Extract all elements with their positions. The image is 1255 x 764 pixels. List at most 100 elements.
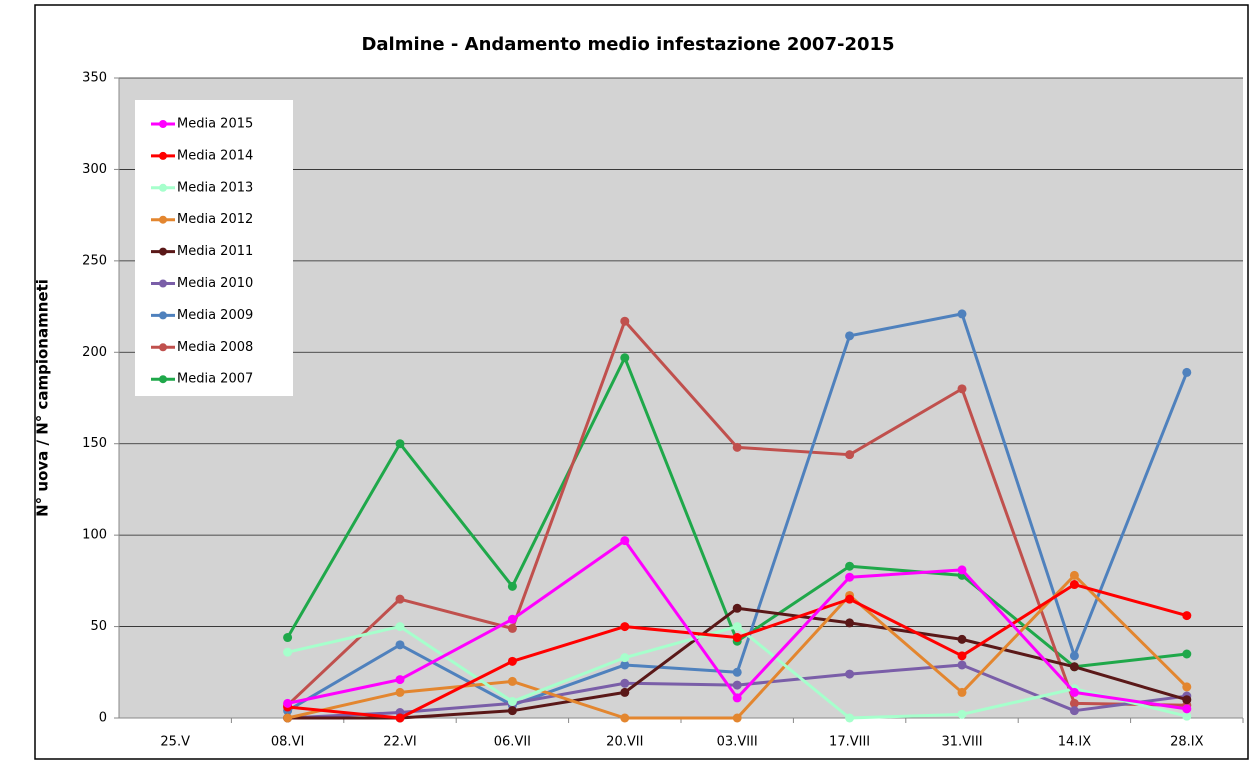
data-point [733,714,742,723]
data-point [1182,368,1191,377]
legend-label: Media 2013 [177,180,253,195]
data-point [845,450,854,459]
legend-marker [159,280,167,288]
data-point [620,536,629,545]
data-point [958,309,967,318]
data-point [733,604,742,613]
y-axis-label: N° uova / N° campionamneti [34,279,52,517]
data-point [396,714,405,723]
data-point [958,688,967,697]
data-point [283,633,292,642]
data-point [508,657,517,666]
x-tick-label: 25.V [160,735,190,750]
data-point [958,635,967,644]
legend-marker [159,184,167,192]
legend-marker [159,343,167,351]
data-point [620,317,629,326]
data-point [1070,688,1079,697]
data-point [283,648,292,657]
data-point [508,697,517,706]
data-point [396,439,405,448]
data-point [396,675,405,684]
data-point [733,668,742,677]
legend-label: Media 2008 [177,340,253,355]
y-tick-label: 200 [82,345,107,360]
legend-label: Media 2009 [177,308,253,323]
legend-label: Media 2015 [177,117,253,132]
data-point [508,582,517,591]
legend-marker [159,375,167,383]
y-tick-label: 350 [82,71,107,86]
legend-marker [159,311,167,319]
data-point [396,595,405,604]
data-point [508,624,517,633]
y-tick-label: 100 [82,528,107,543]
legend-marker [159,248,167,256]
legend-marker [159,120,167,128]
data-point [396,622,405,631]
data-point [508,706,517,715]
data-point [396,688,405,697]
y-tick-label: 300 [82,162,107,177]
data-point [845,562,854,571]
data-point [283,699,292,708]
data-point [620,622,629,631]
x-tick-label: 06.VII [494,735,531,750]
data-point [845,670,854,679]
data-point [958,660,967,669]
data-point [958,565,967,574]
data-point [845,573,854,582]
legend-label: Media 2014 [177,148,253,163]
data-point [508,615,517,624]
data-point [620,679,629,688]
y-tick-label: 50 [90,619,107,634]
data-point [733,681,742,690]
x-tick-label: 31.VIII [941,735,982,750]
data-point [845,331,854,340]
x-tick-label: 17.VIII [829,735,870,750]
data-point [396,640,405,649]
data-point [958,710,967,719]
y-tick-label: 250 [82,253,107,268]
data-point [1182,650,1191,659]
legend-marker [159,216,167,224]
data-point [508,677,517,686]
data-point [845,595,854,604]
data-point [283,714,292,723]
data-point [958,384,967,393]
data-point [1182,695,1191,704]
legend-label: Media 2011 [177,244,253,259]
data-point [733,443,742,452]
data-point [1182,611,1191,620]
data-point [1070,662,1079,671]
legend-label: Media 2010 [177,276,253,291]
data-point [958,651,967,660]
page: Dalmine - Andamento medio infestazione 2… [0,0,1255,764]
data-point [620,688,629,697]
data-point [733,693,742,702]
data-point [1070,580,1079,589]
chart: Dalmine - Andamento medio infestazione 2… [0,0,1255,764]
legend-label: Media 2012 [177,212,253,227]
x-tick-label: 08.VI [271,735,304,750]
x-tick-label: 28.IX [1170,735,1204,750]
data-point [845,618,854,627]
data-point [733,633,742,642]
legend-marker [159,152,167,160]
data-point [1070,651,1079,660]
y-tick-label: 0 [99,711,107,726]
legend-label: Media 2007 [177,372,253,387]
x-tick-label: 14.IX [1058,735,1092,750]
y-tick-label: 150 [82,436,107,451]
x-tick-label: 22.VI [383,735,416,750]
chart-title: Dalmine - Andamento medio infestazione 2… [361,34,894,55]
data-point [620,353,629,362]
x-tick-label: 03.VIII [717,735,758,750]
data-point [620,653,629,662]
data-point [733,622,742,631]
data-point [845,714,854,723]
data-point [1070,706,1079,715]
x-tick-label: 20.VII [606,735,643,750]
data-point [620,714,629,723]
data-point [1182,682,1191,691]
